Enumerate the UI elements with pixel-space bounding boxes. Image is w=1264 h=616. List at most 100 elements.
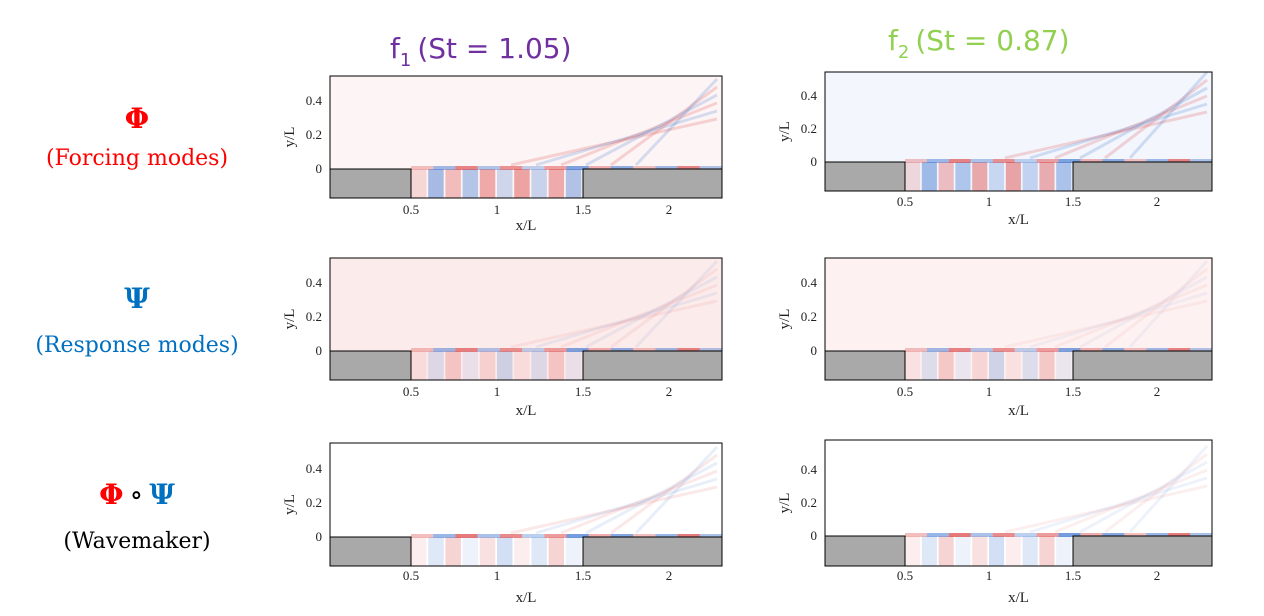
shear-layer bbox=[992, 533, 1015, 537]
cavity-structure bbox=[514, 351, 530, 380]
wall bbox=[329, 536, 412, 567]
streak bbox=[1054, 283, 1208, 349]
x-tick-label: 1 bbox=[494, 202, 501, 217]
shear-layer bbox=[948, 159, 971, 163]
x-tick-label: 0.5 bbox=[897, 194, 913, 209]
shear-layer bbox=[1058, 159, 1081, 163]
x-tick-label: 2 bbox=[666, 568, 673, 583]
frame bbox=[824, 439, 1213, 567]
cavity-structure bbox=[972, 162, 988, 191]
wall bbox=[1072, 350, 1213, 381]
streak bbox=[634, 77, 719, 167]
cavity-structure bbox=[1039, 162, 1055, 191]
shear-layer bbox=[905, 348, 927, 352]
shear-layer bbox=[926, 533, 949, 537]
streak bbox=[535, 109, 718, 167]
cavity-structure bbox=[411, 537, 427, 566]
y-axis-label: y/L bbox=[777, 493, 793, 514]
cavity-structure bbox=[479, 169, 496, 198]
shear-layer bbox=[655, 534, 678, 538]
y-tick-label: 0 bbox=[811, 154, 818, 169]
x-tick-label: 1.5 bbox=[575, 202, 591, 217]
cavity-structure bbox=[548, 351, 565, 380]
cavity-structure bbox=[1039, 351, 1055, 380]
shear-layer bbox=[499, 166, 523, 170]
shear-layer bbox=[477, 534, 500, 538]
shear-layer bbox=[1124, 533, 1147, 537]
shear-layer bbox=[610, 348, 634, 352]
cavity-structure bbox=[531, 169, 547, 198]
cavity-structure bbox=[462, 537, 479, 566]
x-tick-label: 1.5 bbox=[575, 384, 591, 399]
x-tick-label: 1.5 bbox=[1065, 568, 1081, 583]
shear-layer bbox=[1058, 348, 1081, 352]
y-tick-label: 0.2 bbox=[306, 495, 322, 510]
shear-layer bbox=[992, 159, 1015, 163]
shear-layer bbox=[1168, 159, 1191, 163]
streak bbox=[1104, 78, 1208, 160]
cavity-structure bbox=[462, 351, 479, 380]
cavity-structure bbox=[479, 537, 496, 566]
cavity-structure bbox=[428, 537, 444, 566]
y-axis-label: y/L bbox=[282, 494, 298, 515]
shear-layer bbox=[1102, 348, 1125, 352]
cavity-structure bbox=[1022, 162, 1038, 191]
cavity-background bbox=[411, 537, 583, 566]
cavity-structure bbox=[989, 351, 1005, 380]
panel: 0.4 0.2 0 0.5 1 1.5 2 x/L y/L bbox=[282, 75, 723, 234]
streak bbox=[634, 259, 719, 349]
x-tick-label: 1 bbox=[986, 384, 993, 399]
cavity-structure bbox=[1056, 536, 1072, 566]
shear-layer bbox=[677, 166, 700, 170]
streak bbox=[1004, 299, 1208, 349]
x-tick-label: 1 bbox=[494, 384, 501, 399]
shear-layer bbox=[411, 534, 434, 538]
cavity-background bbox=[905, 162, 1073, 191]
shear-layer bbox=[455, 534, 478, 538]
cavity-structure bbox=[989, 536, 1005, 566]
x-tick-label: 1.5 bbox=[1065, 384, 1081, 399]
shear-layer bbox=[992, 348, 1015, 352]
cavity-background bbox=[905, 351, 1073, 380]
shear-layer bbox=[1124, 348, 1147, 352]
shear-layer bbox=[499, 348, 523, 352]
shear-layer bbox=[905, 159, 927, 163]
y-tick-label: 0 bbox=[316, 529, 323, 544]
frame bbox=[824, 71, 1213, 192]
shear-layer bbox=[566, 166, 589, 170]
wall bbox=[1072, 535, 1213, 567]
shear-layer bbox=[411, 166, 434, 170]
cavity-structure bbox=[1039, 536, 1055, 566]
shear-layer bbox=[522, 166, 545, 170]
row-symbol: Φ bbox=[125, 102, 149, 135]
y-tick-label: 0 bbox=[316, 161, 323, 176]
y-tick-label: 0.4 bbox=[306, 461, 323, 476]
shear-layer bbox=[1080, 348, 1103, 352]
streak bbox=[1128, 444, 1209, 534]
cavity-structure bbox=[445, 537, 461, 566]
wall bbox=[824, 535, 906, 567]
cavity-structure bbox=[565, 537, 582, 566]
streak bbox=[585, 461, 718, 535]
shear-layer bbox=[926, 348, 949, 352]
shear-layer bbox=[1014, 533, 1037, 537]
wall bbox=[824, 350, 906, 381]
shear-layer bbox=[610, 166, 634, 170]
cavity-structure bbox=[548, 169, 565, 198]
shear-layer bbox=[566, 348, 589, 352]
shear-layer bbox=[433, 166, 456, 170]
cavity-structure bbox=[462, 169, 479, 198]
frame bbox=[329, 442, 723, 567]
cavity-structure bbox=[531, 537, 547, 566]
shear-layer bbox=[455, 166, 478, 170]
shear-layer bbox=[970, 348, 993, 352]
shear-layer bbox=[588, 348, 611, 352]
streak bbox=[585, 93, 718, 167]
cavity-structure bbox=[514, 537, 530, 566]
streak bbox=[634, 445, 719, 535]
cavity-structure bbox=[905, 162, 921, 191]
shear-layer bbox=[544, 534, 567, 538]
y-tick-label: 0.2 bbox=[801, 495, 817, 510]
row-symbol: Ψ bbox=[124, 282, 150, 315]
wall bbox=[1072, 161, 1213, 192]
